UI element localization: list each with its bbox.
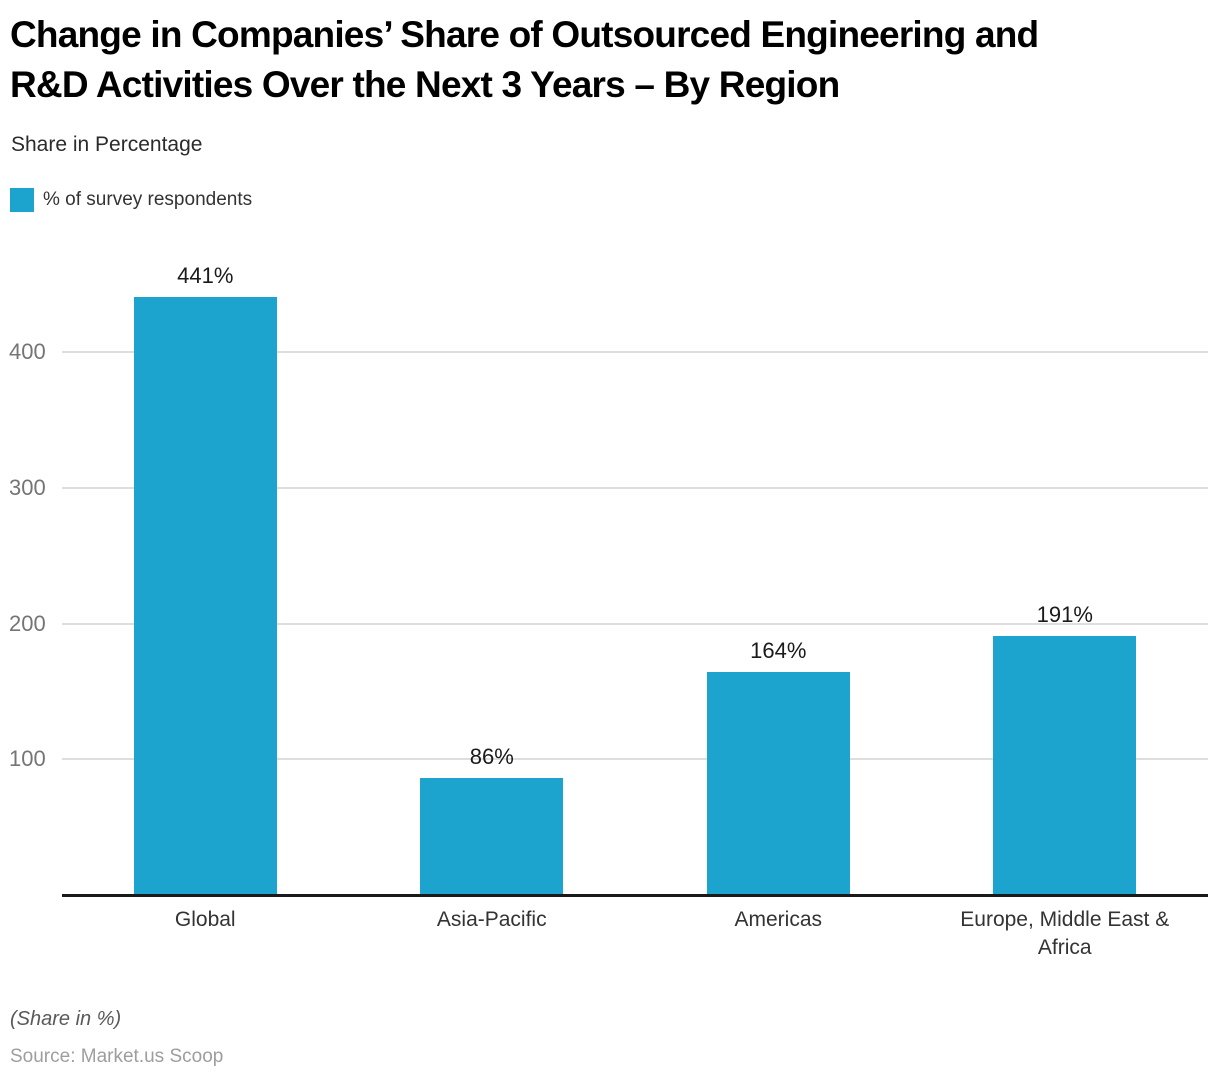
- footer-source: Source: Market.us Scoop: [10, 1046, 224, 1067]
- y-gridline: [62, 351, 1208, 354]
- chart-title-line-1: Change in Companies’ Share of Outsourced…: [10, 14, 1039, 55]
- x-axis-label: Europe, Middle East & Africa: [960, 908, 1170, 959]
- y-gridline: [62, 622, 1208, 625]
- x-axis-label: Americas: [734, 908, 823, 931]
- bar-value-label: 86%: [469, 744, 514, 770]
- y-tick-label: 200: [9, 610, 46, 636]
- chart-title: Change in Companies’ Share of Outsourced…: [10, 10, 1039, 110]
- y-tick-label: 100: [9, 746, 46, 772]
- bar-europe-middle-east-africa: [993, 635, 1137, 895]
- footer-note: (Share in %): [10, 1008, 122, 1030]
- bar-value-label: 441%: [177, 262, 234, 288]
- x-axis-line: [62, 894, 1208, 897]
- y-gridline: [62, 486, 1208, 489]
- x-axis-label: Asia-Pacific: [436, 908, 547, 931]
- legend-label: % of survey respondents: [43, 189, 253, 210]
- y-tick-label: 400: [9, 339, 46, 365]
- bar-global: [133, 296, 277, 895]
- bar-value-label: 164%: [750, 638, 807, 664]
- y-gridline: [62, 758, 1208, 761]
- chart-title-line-2: R&D Activities Over the Next 3 Years – B…: [10, 64, 840, 105]
- legend-swatch-icon: [10, 188, 34, 212]
- x-axis-label: Global: [174, 908, 236, 931]
- bar-americas: [706, 672, 850, 895]
- y-tick-label: 300: [9, 474, 46, 500]
- chart-subtitle: Share in Percentage: [11, 133, 203, 156]
- bar-value-label: 191%: [1036, 601, 1093, 627]
- bar-asia-pacific: [420, 778, 564, 895]
- chart-legend: % of survey respondents: [10, 188, 252, 212]
